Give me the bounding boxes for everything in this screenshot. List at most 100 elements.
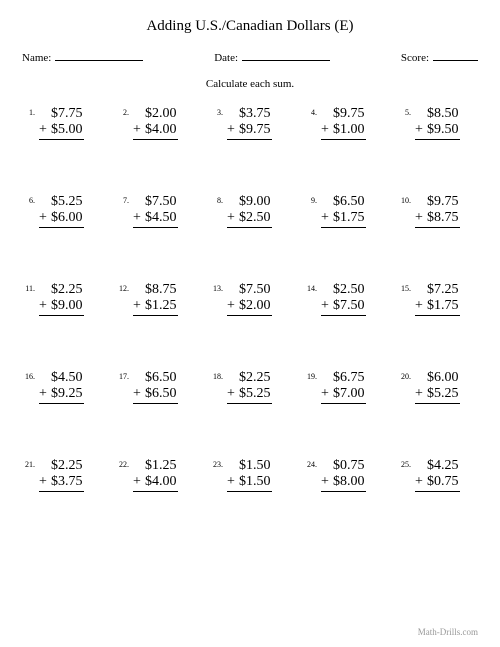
score-blank[interactable]: [433, 49, 478, 61]
problem-stack: $5.25+$6.00: [39, 194, 84, 228]
addend-top: $2.25: [39, 282, 84, 298]
addend-bottom-row: +$8.75: [415, 210, 460, 228]
addend-bottom: $6.50: [145, 386, 178, 402]
problem: 17.$6.50+$6.50: [116, 370, 196, 404]
addend-bottom-row: +$5.00: [39, 122, 84, 140]
problem-stack: $4.25+$0.75: [415, 458, 460, 492]
problem-number: 5.: [398, 108, 411, 117]
addend-top: $1.50: [227, 458, 272, 474]
plus-sign: +: [133, 386, 145, 402]
addend-bottom-row: +$6.00: [39, 210, 84, 228]
addend-bottom: $5.25: [427, 386, 460, 402]
addend-bottom-row: +$5.25: [415, 386, 460, 404]
addend-top: $4.50: [39, 370, 84, 386]
addend-bottom-row: +$9.50: [415, 122, 460, 140]
addend-top: $1.25: [133, 458, 178, 474]
problem-number: 23.: [210, 460, 223, 469]
plus-sign: +: [415, 210, 427, 226]
problem-stack: $6.50+$6.50: [133, 370, 178, 404]
plus-sign: +: [39, 474, 51, 490]
date-blank[interactable]: [242, 49, 330, 61]
addend-bottom-row: +$2.50: [227, 210, 272, 228]
plus-sign: +: [227, 298, 239, 314]
problem: 13. $7.50+$2.00: [210, 282, 290, 316]
plus-sign: +: [415, 298, 427, 314]
problem: 4.$9.75+$1.00: [304, 106, 384, 140]
footer-text: Math-Drills.com: [418, 627, 478, 637]
addend-bottom-row: +$2.00: [227, 298, 272, 316]
problem: 1.$7.75+$5.00: [22, 106, 102, 140]
problem: 23.$1.50+$1.50: [210, 458, 290, 492]
addend-top: $2.25: [227, 370, 272, 386]
addend-bottom-row: +$0.75: [415, 474, 460, 492]
problem-number: 4.: [304, 108, 317, 117]
plus-sign: +: [415, 122, 427, 138]
name-blank[interactable]: [55, 49, 143, 61]
addend-bottom: $7.00: [333, 386, 366, 402]
name-field: Name:: [22, 49, 143, 64]
plus-sign: +: [415, 386, 427, 402]
problem: 2. $2.00+$4.00: [116, 106, 196, 140]
problem-stack: $7.75+$5.00: [39, 106, 84, 140]
addend-bottom: $4.00: [145, 122, 178, 138]
addend-bottom: $1.75: [427, 298, 460, 314]
addend-top: $9.75: [415, 194, 460, 210]
addend-top: $3.75: [227, 106, 272, 122]
addend-bottom: $4.00: [145, 474, 178, 490]
problem-number: 2.: [116, 108, 129, 117]
problem: 9. $6.50+$1.75: [304, 194, 384, 228]
addend-bottom-row: +$1.75: [415, 298, 460, 316]
problem-stack: $0.75+$8.00: [321, 458, 366, 492]
problem-number: 9.: [304, 196, 317, 205]
problem: 5. $8.50+$9.50: [398, 106, 478, 140]
plus-sign: +: [321, 298, 333, 314]
problem-number: 10.: [398, 196, 411, 205]
problem-stack: $1.25+$4.00: [133, 458, 178, 492]
problem-stack: $8.50+$9.50: [415, 106, 460, 140]
problem-stack: $7.50+$4.50: [133, 194, 178, 228]
addend-bottom-row: +$6.50: [133, 386, 178, 404]
header-row: Name: Date: Score:: [22, 49, 478, 64]
addend-bottom-row: +$4.00: [133, 474, 178, 492]
addend-top: $4.25: [415, 458, 460, 474]
problem: 6.$5.25+$6.00: [22, 194, 102, 228]
plus-sign: +: [321, 122, 333, 138]
page-title: Adding U.S./Canadian Dollars (E): [22, 18, 478, 35]
problem-number: 12.: [116, 284, 129, 293]
plus-sign: +: [227, 210, 239, 226]
addend-bottom: $5.00: [51, 122, 84, 138]
addend-bottom-row: +$5.25: [227, 386, 272, 404]
problem-stack: $6.50+$1.75: [321, 194, 366, 228]
problem-number: 13.: [210, 284, 223, 293]
addend-top: $6.00: [415, 370, 460, 386]
problem-stack: $6.00+$5.25: [415, 370, 460, 404]
addend-bottom-row: +$9.75: [227, 122, 272, 140]
problem: 3.$3.75+$9.75: [210, 106, 290, 140]
plus-sign: +: [321, 474, 333, 490]
name-label: Name:: [22, 52, 51, 64]
addend-bottom-row: +$3.75: [39, 474, 84, 492]
addend-top: $0.75: [321, 458, 366, 474]
problem: 25.$4.25+$0.75: [398, 458, 478, 492]
addend-top: $2.00: [133, 106, 178, 122]
plus-sign: +: [133, 122, 145, 138]
addend-top: $5.25: [39, 194, 84, 210]
addend-bottom-row: +$7.00: [321, 386, 366, 404]
plus-sign: +: [39, 122, 51, 138]
problem-stack: $7.50+$2.00: [227, 282, 272, 316]
plus-sign: +: [133, 210, 145, 226]
problem-stack: $2.50+$7.50: [321, 282, 366, 316]
addend-bottom: $2.00: [239, 298, 272, 314]
date-label: Date:: [214, 52, 238, 64]
addend-bottom: $9.75: [239, 122, 272, 138]
score-label: Score:: [401, 52, 429, 64]
plus-sign: +: [227, 122, 239, 138]
problem: 12.$8.75+$1.25: [116, 282, 196, 316]
problem: 22.$1.25+$4.00: [116, 458, 196, 492]
addend-bottom: $6.00: [51, 210, 84, 226]
problem-stack: $4.50+$9.25: [39, 370, 84, 404]
problem: 21.$2.25+$3.75: [22, 458, 102, 492]
addend-bottom: $9.50: [427, 122, 460, 138]
problems-grid: 1.$7.75+$5.002.$2.00+$4.003.$3.75+$9.754…: [22, 106, 478, 492]
addend-bottom: $4.50: [145, 210, 178, 226]
